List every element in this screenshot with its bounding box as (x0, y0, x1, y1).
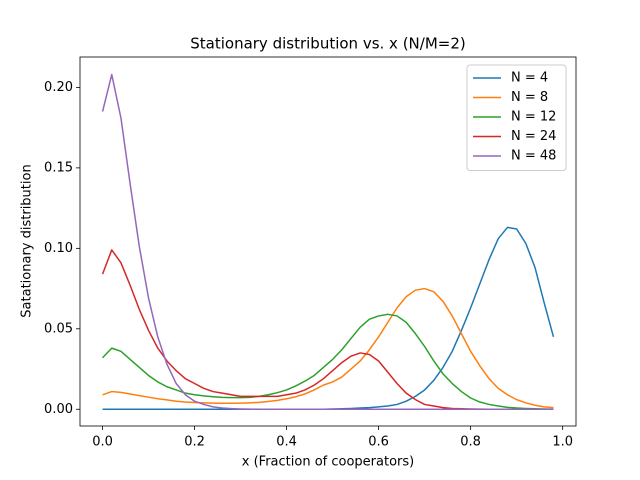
legend-box (466, 64, 567, 171)
series-line (101, 73, 554, 411)
x-tick-label: 0.2 (184, 435, 205, 450)
series-line (102, 287, 554, 409)
x-tick-label: 0.6 (368, 435, 389, 450)
x-axis-label: x (Fraction of cooperators) (242, 455, 414, 470)
plot-frame (79, 56, 577, 427)
legend-label: N = 24 (511, 129, 556, 144)
chart-title: Stationary distribution vs. x (N/M=2) (190, 35, 466, 53)
y-tick-label: 0.10 (44, 241, 73, 256)
y-tick-label: 0.05 (44, 321, 73, 336)
legend-label: N = 48 (511, 149, 556, 164)
x-tick-label: 0.0 (92, 435, 113, 450)
x-tick-label: 0.4 (276, 435, 297, 450)
legend-label: N = 12 (511, 110, 556, 125)
legend-label: N = 4 (511, 71, 548, 86)
x-tick-label: 0.8 (460, 435, 481, 450)
y-tick-label: 0.15 (44, 160, 73, 175)
y-axis-label: Satationary distribution (20, 164, 35, 317)
x-tick-label: 1.0 (552, 435, 573, 450)
series-line (102, 313, 554, 410)
y-tick-label: 0.00 (44, 402, 73, 417)
legend-label: N = 8 (511, 90, 548, 105)
y-tick-label: 0.20 (44, 80, 73, 95)
